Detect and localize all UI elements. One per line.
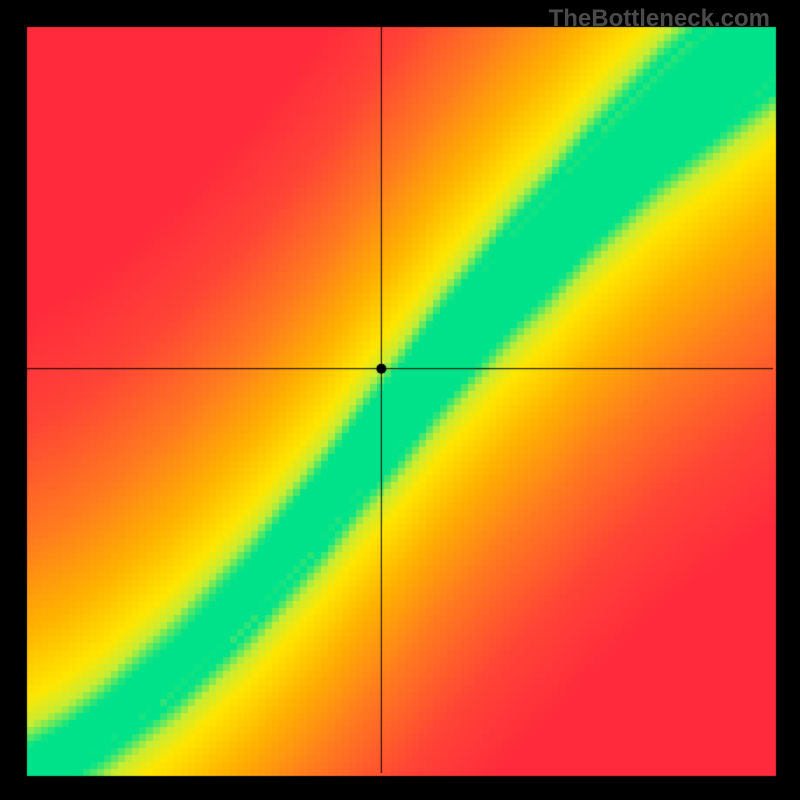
- bottleneck-heatmap: [0, 0, 800, 800]
- chart-container: TheBottleneck.com: [0, 0, 800, 800]
- watermark-text: TheBottleneck.com: [549, 5, 770, 33]
